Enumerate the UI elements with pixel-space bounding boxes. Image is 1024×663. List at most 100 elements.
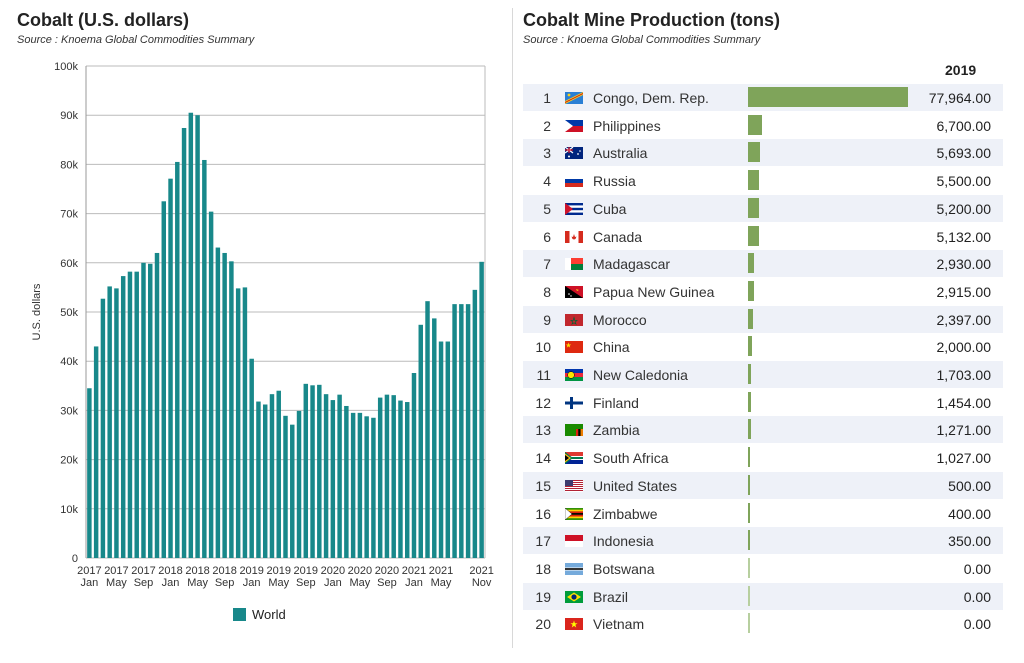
price-bar[interactable] [452,304,457,558]
flag-botswana-icon [565,562,583,575]
price-bar[interactable] [269,394,275,558]
chart-legend[interactable]: World [233,607,286,622]
price-bar[interactable] [323,394,329,558]
y-tick-label: 30k [60,405,78,417]
table-row[interactable]: 14 South Africa 1,027.00 [523,444,1003,471]
table-row[interactable]: 17 Indonesia 350.00 [523,527,1003,555]
price-bar[interactable] [459,304,464,558]
price-bar[interactable] [364,416,369,558]
chart-bars [87,112,484,559]
production-value: 1,271.00 [936,422,992,439]
table-row[interactable]: 5 Cuba 5,200.00 [523,194,1003,222]
flag-madagascar-icon [565,257,583,271]
price-bar[interactable] [188,112,194,559]
price-bar[interactable] [148,263,153,558]
price-bar[interactable] [479,261,484,558]
price-bar[interactable] [93,346,99,558]
price-bar[interactable] [262,404,268,558]
price-bar[interactable] [276,390,281,558]
country-name: Congo, Dem. Rep. [593,90,709,106]
price-bar[interactable] [432,318,437,558]
table-row[interactable]: 2 Philippines 6,700.00 [523,112,1003,139]
price-bar[interactable] [202,159,207,559]
price-bar[interactable] [283,415,288,558]
price-bar[interactable] [256,401,261,558]
price-bar[interactable] [127,271,133,558]
row-rank: 10 [535,339,551,356]
table-row[interactable]: 18 Botswana 0.00 [523,555,1003,582]
price-bar[interactable] [398,400,403,558]
price-bar[interactable] [168,178,173,558]
table-row[interactable]: 7 Madagascar 2,930.00 [523,250,1003,278]
flag-brazil-icon [565,590,583,603]
price-bar[interactable] [296,410,302,558]
table-row[interactable]: 8 Papua New Guinea 2,915.00 [523,278,1003,305]
table-row[interactable]: 20 Vietnam 0.00 [523,610,1003,637]
table-row[interactable]: 6 Canada 5,132.00 [523,223,1003,250]
price-bar[interactable] [195,115,200,558]
price-bar[interactable] [249,358,254,558]
x-tick-month: Jan [162,577,180,589]
price-bar[interactable] [377,397,383,558]
price-bar[interactable] [107,286,112,558]
price-bar[interactable] [303,383,309,558]
price-bar[interactable] [290,424,295,558]
table-row[interactable]: 9 Morocco 2,397.00 [523,305,1003,333]
price-bar[interactable] [317,384,322,558]
production-bar [748,253,754,274]
price-bar[interactable] [120,276,126,558]
price-bar[interactable] [404,402,410,558]
price-bar[interactable] [330,400,336,558]
table-row[interactable]: 4 Russia 5,500.00 [523,167,1003,194]
price-bar[interactable] [337,394,342,558]
table-row[interactable]: 10 China 2,000.00 [523,333,1003,360]
price-bar[interactable] [418,324,423,558]
production-bar [748,530,750,551]
table-row[interactable]: 3 Australia 5,693.00 [523,139,1003,167]
price-bar[interactable] [181,127,187,558]
price-bar[interactable] [472,289,478,558]
table-row[interactable]: 15 United States 500.00 [523,471,1003,499]
legend-swatch [233,608,246,621]
price-bar[interactable] [425,301,430,558]
x-tick-month: May [431,577,452,589]
price-bar[interactable] [114,288,119,558]
production-bar [748,502,750,523]
price-bar[interactable] [235,288,241,558]
table-row[interactable]: 1 Congo, Dem. Rep. 77,964.00 [523,84,1003,111]
x-tick-year: 2021 [402,565,426,577]
row-rank: 2 [543,117,551,134]
price-bar[interactable] [208,211,214,558]
price-bar[interactable] [310,385,315,558]
price-bar[interactable] [100,298,106,558]
table-row[interactable]: 19 Brazil 0.00 [523,582,1003,610]
price-bar[interactable] [391,395,396,558]
row-rank: 9 [543,311,551,328]
price-bar[interactable] [438,341,444,558]
table-row[interactable]: 13 Zambia 1,271.00 [523,416,1003,444]
price-bar[interactable] [344,405,349,558]
price-bar[interactable] [411,373,417,558]
price-bar[interactable] [87,388,92,558]
y-tick-label: 60k [60,258,78,270]
country-name: Vietnam [593,616,645,633]
table-row[interactable]: 16 Zimbabwe 400.00 [523,500,1003,527]
country-name: Zimbabwe [593,505,658,522]
price-bar[interactable] [357,412,363,558]
price-bar[interactable] [242,287,248,558]
price-bar[interactable] [229,261,234,558]
price-bar[interactable] [134,271,139,558]
price-bar[interactable] [161,201,167,559]
price-bar[interactable] [175,161,180,558]
price-bar[interactable] [371,417,376,558]
price-bar[interactable] [384,394,390,558]
price-bar[interactable] [215,247,221,558]
price-bar[interactable] [222,252,227,558]
price-bar[interactable] [154,252,160,558]
price-bar[interactable] [350,412,356,558]
table-row[interactable]: 11 New Caledonia 1,703.00 [523,361,1003,388]
price-bar[interactable] [141,262,146,558]
price-bar[interactable] [445,341,451,558]
price-bar[interactable] [465,304,471,558]
table-row[interactable]: 12 Finland 1,454.00 [523,389,1003,416]
